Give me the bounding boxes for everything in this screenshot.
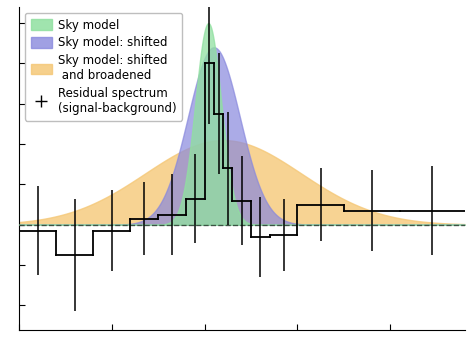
Legend: Sky model, Sky model: shifted, Sky model: shifted
 and broadened, Residual spect: Sky model, Sky model: shifted, Sky model… <box>25 13 182 121</box>
